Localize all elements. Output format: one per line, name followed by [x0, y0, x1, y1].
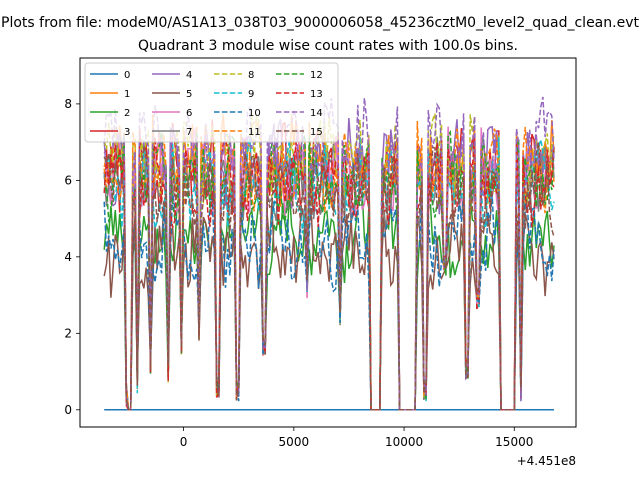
y-tick-label: 8	[64, 97, 72, 111]
x-tick-label: 5000	[279, 435, 310, 449]
y-axis: 0 2 4 6 8	[64, 97, 80, 417]
y-tick-label: 0	[64, 403, 72, 417]
y-tick-label: 6	[64, 173, 72, 187]
legend-label-1: 1	[124, 89, 130, 100]
y-tick-label: 4	[64, 250, 72, 264]
legend-label-8: 8	[248, 70, 254, 81]
legend-label-10: 10	[248, 108, 261, 119]
chart-title: Quadrant 3 module wise count rates with …	[138, 38, 518, 54]
legend-label-12: 12	[310, 70, 323, 81]
legend-label-5: 5	[186, 89, 192, 100]
y-tick-label: 2	[64, 326, 72, 340]
x-tick-label: 15000	[495, 435, 533, 449]
legend-label-14: 14	[310, 108, 323, 119]
legend-label-15: 15	[310, 127, 323, 138]
series-line-15	[103, 142, 555, 411]
legend-label-4: 4	[186, 70, 192, 81]
legend-label-7: 7	[186, 127, 192, 138]
legend-box	[84, 62, 339, 143]
legend-label-6: 6	[186, 108, 192, 119]
legend-label-0: 0	[124, 70, 130, 81]
plot-series-layer	[103, 96, 555, 411]
x-tick-label: 0	[180, 435, 188, 449]
series-line-14	[103, 96, 555, 411]
legend-label-3: 3	[124, 127, 130, 138]
figure-suptitle: Plots from file: modeM0/AS1A13_038T03_90…	[1, 15, 639, 31]
legend-label-9: 9	[248, 89, 254, 100]
legend-label-13: 13	[310, 89, 323, 100]
axes-frame	[79, 57, 577, 428]
x-axis-offset-label: +4.451e8	[517, 454, 576, 468]
x-tick-label: 10000	[385, 435, 423, 449]
legend-label-11: 11	[248, 127, 261, 138]
x-axis: 0 5000 10000 15000	[180, 427, 533, 449]
legend-label-2: 2	[124, 108, 130, 119]
